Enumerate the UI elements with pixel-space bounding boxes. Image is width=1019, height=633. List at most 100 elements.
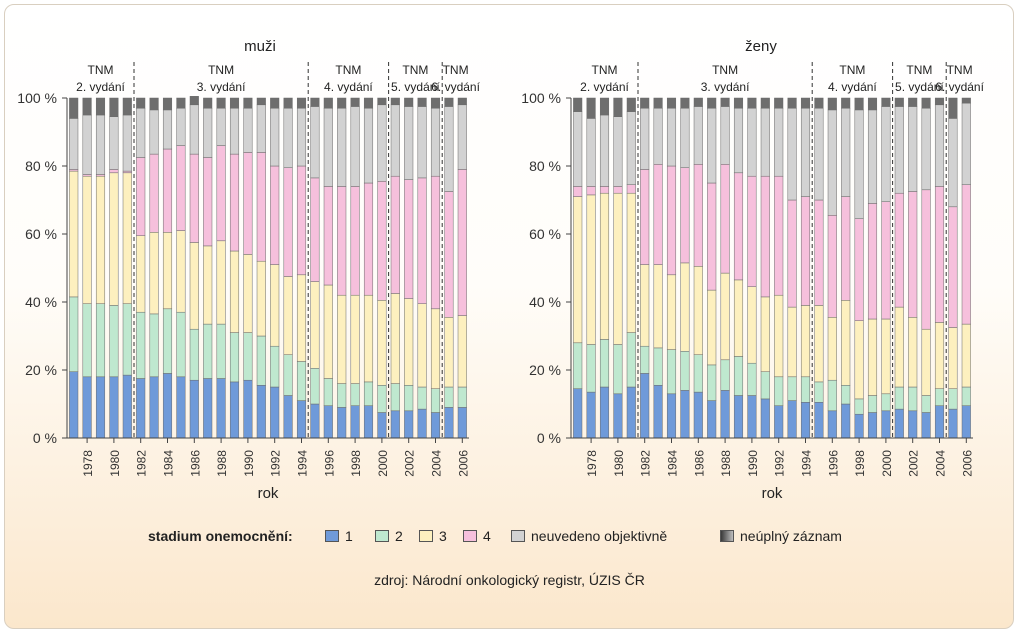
- bar-segment: [256, 385, 266, 439]
- bar-segment: [934, 388, 945, 406]
- bar-segment: [800, 305, 811, 378]
- bar-segment: [894, 386, 904, 410]
- bar-segment: [270, 264, 280, 347]
- bar-segment: [867, 203, 878, 320]
- bar-segment: [270, 107, 280, 167]
- y-tick-label: 20 %: [25, 362, 57, 378]
- y-tick-label: 100 %: [521, 90, 561, 106]
- bar-segment: [203, 378, 213, 439]
- bar-segment: [337, 107, 347, 187]
- x-tick-label: 1990: [242, 450, 256, 477]
- bar-segment: [653, 97, 663, 109]
- bar-segment: [377, 412, 387, 439]
- bar-segment: [350, 383, 360, 406]
- bar-segment: [377, 97, 387, 106]
- bar-segment: [363, 405, 374, 439]
- bar-segment: [95, 376, 106, 439]
- bar-segment: [363, 182, 374, 296]
- bar-segment: [136, 378, 146, 439]
- bar-segment: [626, 184, 636, 194]
- bar-segment: [573, 186, 583, 197]
- bar-segment: [921, 412, 931, 439]
- bar-segment: [586, 344, 596, 393]
- bar-segment: [457, 97, 467, 106]
- bar-segment: [122, 114, 132, 172]
- x-tick-label: 1998: [853, 450, 867, 477]
- bar-segment: [747, 362, 757, 396]
- bar-segment: [760, 97, 770, 109]
- bar-segment: [854, 413, 864, 439]
- x-tick-label: 2004: [934, 450, 948, 477]
- bar-segment: [800, 107, 811, 197]
- bar-segment: [881, 201, 891, 320]
- bar-segment: [350, 186, 360, 296]
- bar-segment: [337, 383, 347, 408]
- bar-segment: [283, 167, 293, 277]
- bar-segment: [814, 305, 824, 383]
- edition-sublabel: 3. vydání: [701, 80, 750, 94]
- bar-segment: [444, 317, 454, 388]
- bar-segment: [243, 152, 253, 255]
- bar-segment: [216, 240, 226, 325]
- bar-segment: [270, 165, 280, 265]
- bar-segment: [733, 97, 744, 109]
- edition-label: TNM: [443, 63, 469, 77]
- bar-segment: [653, 347, 663, 386]
- bar-segment: [296, 400, 307, 439]
- x-tick-label: 1998: [349, 450, 363, 477]
- bar-segment: [680, 167, 690, 264]
- bar-segment: [894, 306, 904, 388]
- bar-segment: [961, 323, 971, 388]
- bar-segment: [747, 395, 757, 439]
- bar-segment: [162, 97, 173, 111]
- bar-segment: [774, 294, 784, 378]
- bar-segment: [283, 276, 293, 355]
- bar-segment: [69, 169, 79, 172]
- bar-segment: [733, 107, 744, 174]
- bar-segment: [599, 186, 610, 194]
- bar-segment: [430, 107, 441, 177]
- bar-segment: [908, 97, 918, 107]
- bar-segment: [666, 165, 677, 276]
- source-note: zdroj: Národní onkologický registr, ÚZIS…: [374, 572, 645, 588]
- edition-label: TNM: [906, 63, 932, 77]
- bar-segment: [626, 97, 636, 112]
- edition-sublabel: 2. vydání: [76, 80, 125, 94]
- bar-segment: [881, 410, 891, 439]
- bar-segment: [417, 97, 427, 107]
- bar-segment: [162, 308, 173, 374]
- bar-segment: [203, 157, 213, 247]
- edition-sublabel: 2. vydání: [580, 80, 629, 94]
- bar-segment: [363, 294, 374, 383]
- bar-segment: [586, 391, 596, 439]
- bar-segment: [109, 169, 119, 174]
- bar-segment: [814, 199, 824, 306]
- bar-segment: [430, 175, 441, 310]
- bar-segment: [417, 386, 427, 410]
- bar-segment: [613, 186, 623, 194]
- bar-segment: [136, 157, 146, 236]
- bar-segment: [377, 181, 387, 301]
- x-tick-label: 1988: [215, 450, 229, 477]
- bar-segment: [176, 145, 186, 231]
- bar-segment: [149, 153, 159, 233]
- bar-segment: [626, 111, 636, 185]
- bar-segment: [760, 107, 770, 177]
- edition-sublabel: 4. vydání: [324, 80, 373, 94]
- bar-segment: [283, 395, 293, 439]
- bar-segment: [586, 97, 596, 119]
- bar-segment: [814, 402, 824, 439]
- bar-segment: [573, 388, 583, 439]
- bar-segment: [653, 264, 663, 349]
- bar-segment: [613, 344, 623, 395]
- bar-segment: [149, 232, 159, 315]
- y-tick-label: 40 %: [529, 294, 561, 310]
- bar-segment: [747, 175, 757, 287]
- bar-segment: [841, 300, 851, 386]
- bar-segment: [867, 318, 878, 396]
- bar-segment: [390, 383, 400, 412]
- edition-label: TNM: [208, 63, 234, 77]
- bar-segment: [774, 107, 784, 177]
- bar-segment: [613, 97, 623, 117]
